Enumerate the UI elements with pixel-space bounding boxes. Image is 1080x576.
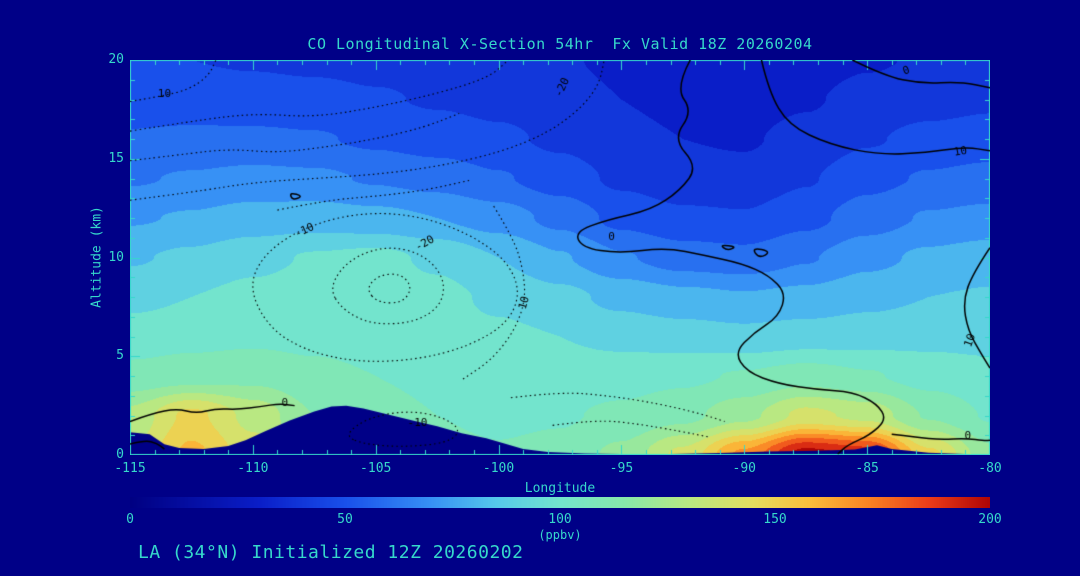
- colorbar-units-label: (ppbv): [538, 528, 582, 542]
- x-axis-label: Longitude: [524, 481, 596, 496]
- y-tick-label: 0: [116, 447, 124, 462]
- x-tick-label: -115: [114, 461, 146, 476]
- x-tick-label: -85: [855, 461, 879, 476]
- x-tick-label: -100: [482, 461, 515, 476]
- y-tick-label: 15: [108, 150, 124, 166]
- init-caption: LA (34°N) Initialized 12Z 20260202: [138, 542, 524, 563]
- contour-plot-canvas: [130, 60, 990, 455]
- colorbar-tick-label: 100: [548, 512, 572, 527]
- x-tick-label: -105: [360, 461, 392, 476]
- y-tick-label: 10: [108, 249, 124, 265]
- x-tick-label: -90: [732, 461, 757, 476]
- y-tick-label: 20: [108, 52, 124, 67]
- x-tick-label: -110: [237, 461, 269, 476]
- colorbar-tick-label: 0: [126, 512, 134, 527]
- y-tick-label: 5: [116, 348, 124, 364]
- chart-title: CO Longitudinal X-Section 54hr Fx Valid …: [307, 35, 813, 53]
- colorbar-tick-label: 150: [763, 512, 787, 527]
- colorbar-tick-label: 200: [978, 512, 1002, 527]
- x-tick-label: -95: [609, 461, 634, 476]
- colorbar: [130, 497, 990, 508]
- x-tick-label: -80: [978, 461, 1002, 476]
- colorbar-tick-label: 50: [337, 512, 353, 527]
